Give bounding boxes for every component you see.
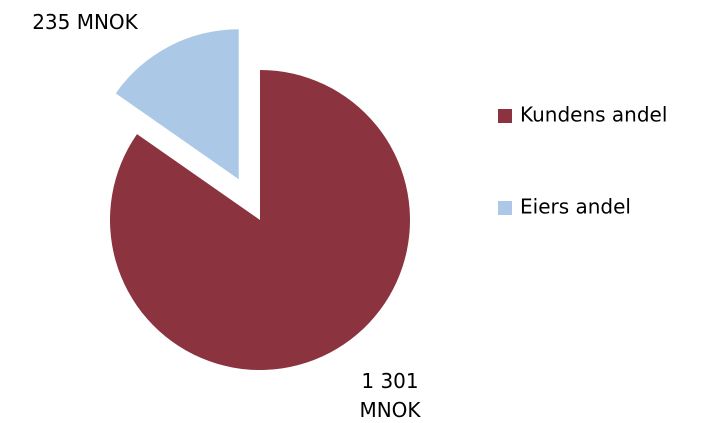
legend-swatch (498, 201, 512, 215)
pie-slice (110, 70, 410, 370)
legend-label: Kundens andel (520, 103, 667, 127)
data-label: 1 301 MNOK (359, 369, 421, 422)
legend-label: Eiers andel (520, 195, 631, 219)
pie-slice (115, 29, 239, 180)
legend-swatch (498, 109, 512, 123)
data-label: 235 MNOK (32, 10, 138, 34)
